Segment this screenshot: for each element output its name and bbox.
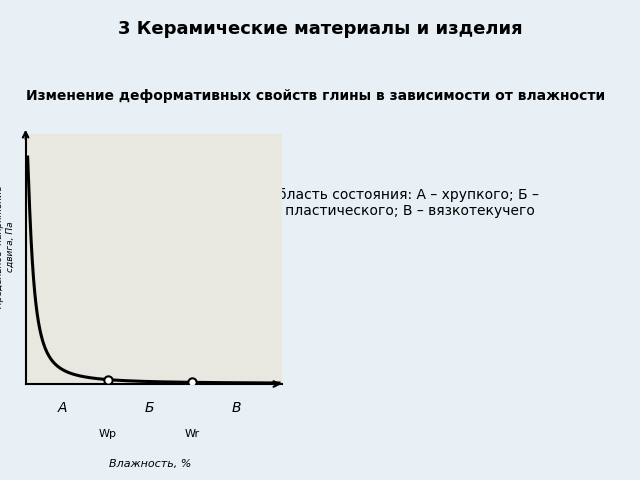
Text: A: A — [58, 401, 67, 416]
Text: Wr: Wr — [184, 429, 200, 439]
Text: Предельное  напряжение
сдвига, Па: Предельное напряжение сдвига, Па — [0, 185, 15, 308]
Text: B: B — [232, 401, 241, 416]
Text: Б: Б — [145, 401, 154, 416]
Text: Wp: Wp — [99, 429, 116, 439]
Text: Влажность, %: Влажность, % — [109, 459, 191, 469]
Text: Область состояния: А – хрупкого; Б –
   пластического; В – вязкотекучего: Область состояния: А – хрупкого; Б – пла… — [268, 188, 539, 218]
Text: 3 Керамические материалы и изделия: 3 Керамические материалы и изделия — [118, 20, 522, 38]
Text: Изменение деформативных свойств глины в зависимости от влажности: Изменение деформативных свойств глины в … — [26, 89, 605, 103]
